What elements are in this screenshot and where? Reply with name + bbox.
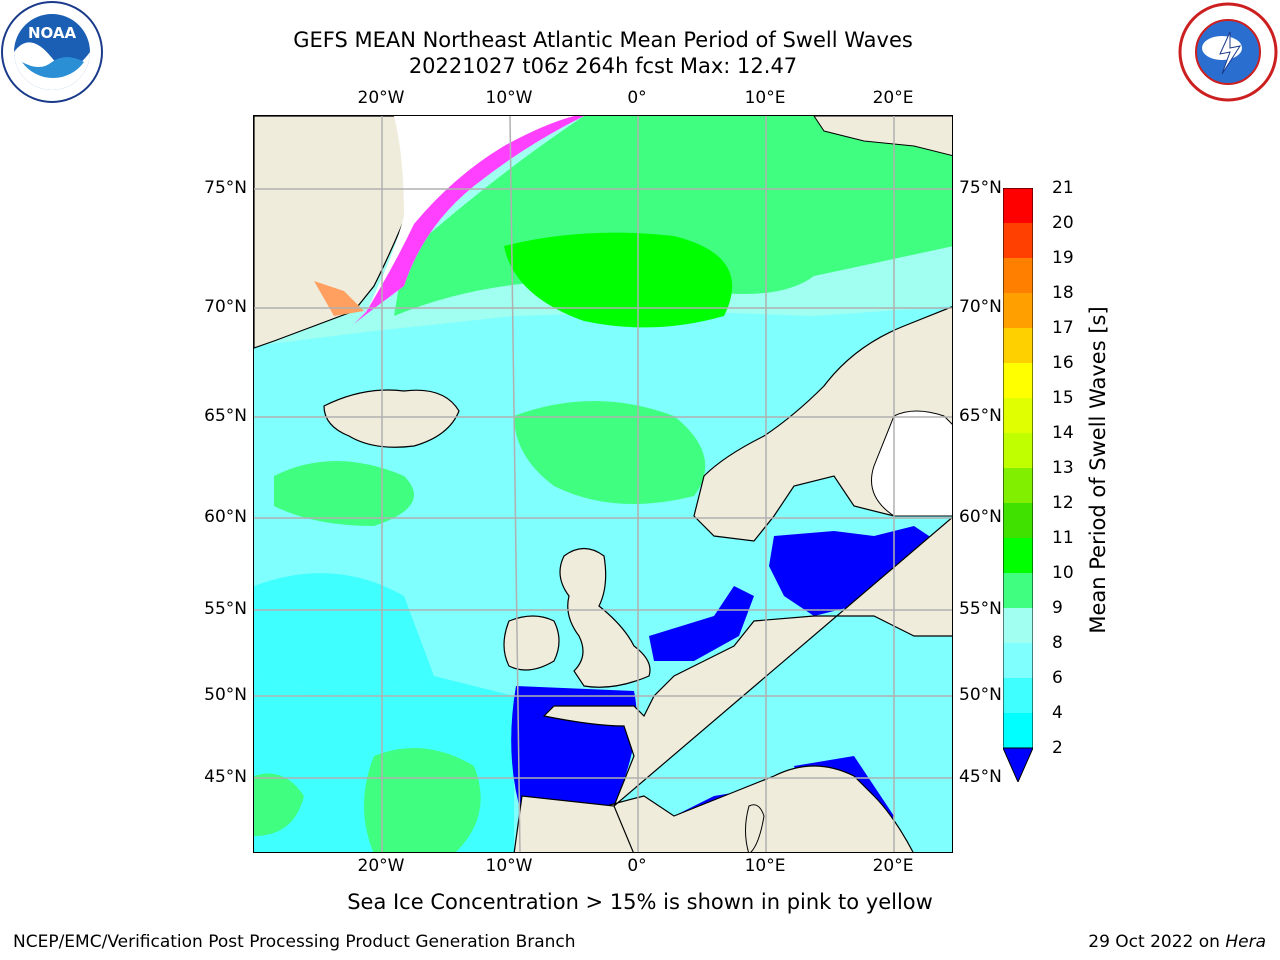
map-title: GEFS MEAN Northeast Atlantic Mean Period… — [293, 28, 913, 52]
colorbar-tick-label: 12 — [1052, 493, 1074, 513]
colorbar-tick-label: 16 — [1052, 353, 1074, 373]
lat-label-left: 50°N — [204, 685, 247, 705]
sea-ice-edge — [354, 116, 584, 324]
lon-label-bottom: 20°E — [872, 856, 914, 876]
graticule — [254, 116, 952, 852]
colorbar-tick-label: 11 — [1052, 528, 1074, 548]
colorbar-band — [1003, 328, 1033, 363]
lon-label-top: 20°W — [357, 88, 405, 108]
swell-band-10b — [434, 116, 952, 271]
swell-band-2-northsea — [649, 586, 754, 661]
lat-label-left: 70°N — [204, 297, 247, 317]
colorbar-tick-label: 4 — [1052, 703, 1063, 723]
colorbar-tick-label: 6 — [1052, 668, 1063, 688]
map-panel — [253, 115, 953, 853]
colorbar-band — [1003, 678, 1033, 713]
lat-label-left: 75°N — [204, 178, 247, 198]
map-canvas — [254, 116, 952, 852]
swell-band-10f — [254, 773, 304, 836]
lat-label-left: 55°N — [204, 599, 247, 619]
lon-label-top: 10°W — [485, 88, 533, 108]
colorbar-band — [1003, 643, 1033, 678]
nws-logo — [1178, 2, 1278, 102]
lat-label-right: 75°N — [959, 178, 1002, 198]
footer-host: Hera — [1225, 932, 1266, 952]
corsica-sardinia — [745, 804, 765, 852]
colorbar-band — [1003, 398, 1033, 433]
colorbar-tick-label: 10 — [1052, 563, 1074, 583]
colorbar-tick-label: 14 — [1052, 423, 1074, 443]
footer-date: 29 Oct 2022 on Hera — [1088, 932, 1266, 952]
lat-label-right: 45°N — [959, 767, 1002, 787]
colorbar-band — [1003, 608, 1033, 643]
colorbar-band — [1003, 713, 1033, 748]
lat-label-right: 60°N — [959, 507, 1002, 527]
noaa-logo: NOAA — [0, 0, 104, 104]
lon-label-top: 0° — [627, 88, 647, 108]
gulf-of-bothnia — [871, 410, 952, 517]
colorbar-tick-label: 2 — [1052, 738, 1063, 758]
lat-label-right: 65°N — [959, 406, 1002, 426]
colorbar-tick-label: 15 — [1052, 388, 1074, 408]
lat-label-left: 60°N — [204, 507, 247, 527]
colorbar-tick-label: 20 — [1052, 213, 1074, 233]
map-subtitle: 20221027 t06z 264h fcst Max: 12.47 — [408, 54, 798, 78]
colorbar-tick-label: 21 — [1052, 178, 1074, 198]
colorbar-band — [1003, 503, 1033, 538]
sea-ice-note: Sea Ice Concentration > 15% is shown in … — [347, 890, 933, 914]
colorbar-tick-label: 17 — [1052, 318, 1074, 338]
colorbar-tick-label: 18 — [1052, 283, 1074, 303]
colorbar-tick-label: 8 — [1052, 633, 1063, 653]
ireland — [503, 615, 560, 671]
footer-credit: NCEP/EMC/Verification Post Processing Pr… — [13, 932, 576, 952]
swell-band-10e — [364, 748, 481, 852]
lat-label-right: 50°N — [959, 685, 1002, 705]
colorbar-band — [1003, 188, 1033, 223]
lat-label-right: 70°N — [959, 297, 1002, 317]
colorbar-band — [1003, 538, 1033, 573]
svalbard — [813, 116, 952, 157]
colorbar-band — [1003, 433, 1033, 468]
colorbar — [1003, 188, 1033, 782]
swell-band-8 — [254, 573, 434, 691]
swell-band-11 — [504, 232, 733, 328]
footer-date-text: 29 Oct 2022 on — [1088, 932, 1220, 952]
lat-label-left: 65°N — [204, 406, 247, 426]
lon-label-bottom: 10°W — [485, 856, 533, 876]
iberia — [513, 795, 634, 852]
colorbar-label: Mean Period of Swell Waves [s] — [1086, 306, 1110, 634]
colorbar-band — [1003, 468, 1033, 503]
colorbar-tick-label: 13 — [1052, 458, 1074, 478]
sea-ice-white — [364, 116, 584, 316]
lon-label-bottom: 0° — [627, 856, 647, 876]
swell-band-10c — [514, 401, 706, 504]
swell-band-2-baltic — [769, 526, 944, 616]
lat-label-left: 45°N — [204, 767, 247, 787]
lon-label-bottom: 10°E — [744, 856, 786, 876]
colorbar-extend-arrow — [1003, 747, 1033, 782]
lon-label-bottom: 20°W — [357, 856, 405, 876]
colorbar-band — [1003, 293, 1033, 328]
lat-label-right: 55°N — [959, 599, 1002, 619]
colorbar-tick-label: 9 — [1052, 598, 1063, 618]
colorbar-tick-label: 19 — [1052, 248, 1074, 268]
noaa-logo-text: NOAA — [28, 24, 77, 42]
lon-label-top: 10°E — [744, 88, 786, 108]
colorbar-band — [1003, 363, 1033, 398]
colorbar-band — [1003, 223, 1033, 258]
lon-label-top: 20°E — [872, 88, 914, 108]
colorbar-band — [1003, 573, 1033, 608]
colorbar-band — [1003, 258, 1033, 293]
swell-band-10d — [274, 461, 414, 526]
iceland — [323, 389, 460, 448]
